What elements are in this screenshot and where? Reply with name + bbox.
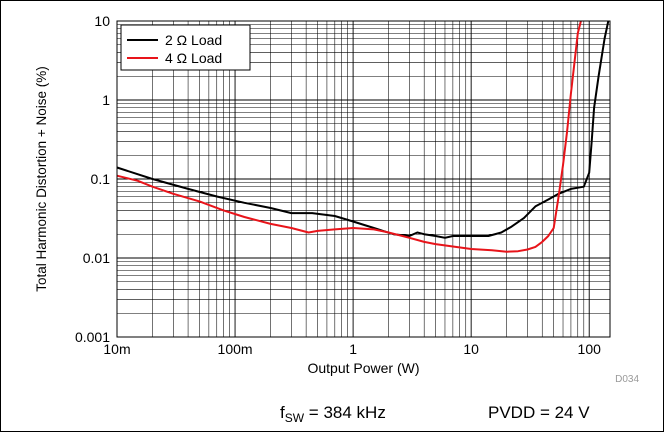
series-line-4-ohm xyxy=(116,20,582,253)
x-tick-label: 10m xyxy=(103,341,130,357)
x-tick-label: 1 xyxy=(349,341,357,357)
y-tick-label: 0.1 xyxy=(91,171,111,187)
fsw-value: = 384 kHz xyxy=(304,403,386,422)
switching-frequency-label: fSW = 384 kHz xyxy=(280,403,386,425)
y-tick-label: 10 xyxy=(94,13,110,29)
y-axis-label: Total Harmonic Distortion + Noise (%) xyxy=(34,66,49,291)
figure-id-annotation: D034 xyxy=(615,374,639,385)
series-line-2-ohm xyxy=(116,20,610,239)
x-tick-label: 100m xyxy=(218,341,253,357)
y-tick-label: 1 xyxy=(102,92,110,108)
plot-frame xyxy=(116,20,611,338)
fsw-subscript: SW xyxy=(284,411,305,425)
legend-box xyxy=(120,24,251,71)
tick-labels: 10m 100m 1 10 100 0.001 0.01 0.1 1 10 xyxy=(75,13,601,357)
series-group xyxy=(116,20,610,253)
legend: 2 Ω Load 4 Ω Load xyxy=(120,24,251,71)
y-tick-label: 0.001 xyxy=(75,329,110,345)
supply-voltage-label: PVDD = 24 V xyxy=(488,403,590,422)
legend-label: 2 Ω Load xyxy=(165,32,222,48)
x-tick-label: 10 xyxy=(463,341,479,357)
thd-plot: 10m 100m 1 10 100 0.001 0.01 0.1 1 10 Output Powe… xyxy=(34,13,639,385)
x-tick-label: 100 xyxy=(578,341,602,357)
fsw-symbol: f xyxy=(280,403,285,422)
x-axis-label: Output Power (W) xyxy=(307,360,419,376)
y-tick-label: 0.01 xyxy=(83,250,110,266)
legend-label: 4 Ω Load xyxy=(165,50,222,66)
